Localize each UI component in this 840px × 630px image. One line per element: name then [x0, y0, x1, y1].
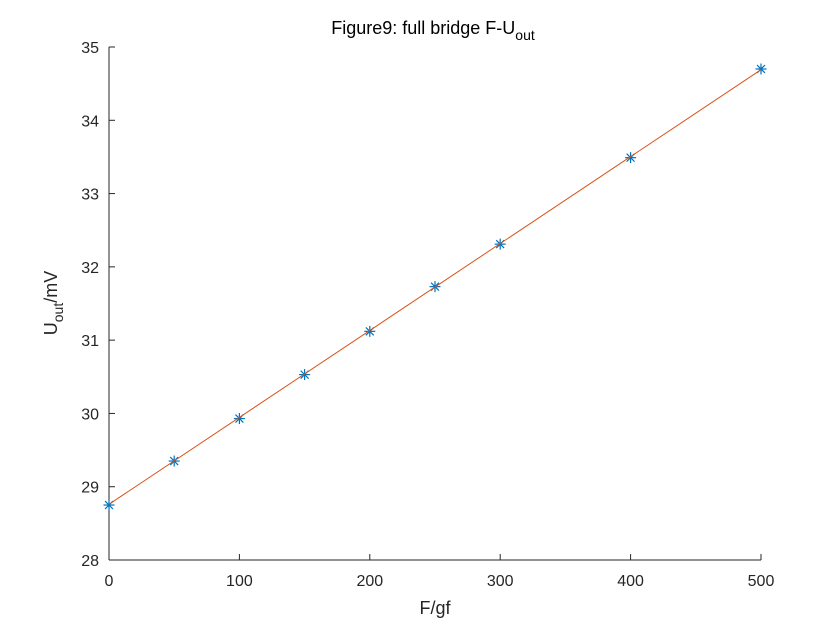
x-axis-label: F/gf: [419, 598, 451, 618]
chart-title: Figure9: full bridge F-Uout: [331, 18, 535, 43]
data-point: [299, 369, 311, 381]
x-tick-label: 400: [617, 573, 644, 590]
y-tick-label: 35: [81, 40, 99, 57]
x-tick-label: 300: [487, 573, 514, 590]
y-tick-label: 32: [81, 260, 99, 277]
y-axis-label: Uout/mV: [41, 271, 66, 335]
chart-title-subscript: out: [515, 27, 535, 43]
fit-line: [108, 69, 762, 505]
y-axis-label-subscript: out: [50, 303, 66, 323]
data-point: [233, 413, 245, 425]
y-tick-label: 34: [81, 113, 99, 130]
y-tick-label: 31: [81, 333, 99, 350]
y-axis-label-main: U: [41, 322, 61, 335]
y-tick-label: 28: [81, 553, 99, 570]
y-tick-label: 33: [81, 187, 99, 204]
chart-title-main: Figure9: full bridge F-U: [331, 18, 515, 38]
y-tick-label: 29: [81, 480, 99, 497]
x-tick-label: 200: [356, 573, 383, 590]
plot-area: 0 100 200 300 400 500 28 29 30 31 32 33 34 35: [81, 40, 774, 590]
x-tick-label: 500: [748, 573, 775, 590]
y-axis-label-suffix: /mV: [41, 271, 61, 303]
y-tick-label: 30: [81, 406, 99, 423]
x-tick-label: 100: [226, 573, 253, 590]
x-tick-label: 0: [105, 573, 114, 590]
